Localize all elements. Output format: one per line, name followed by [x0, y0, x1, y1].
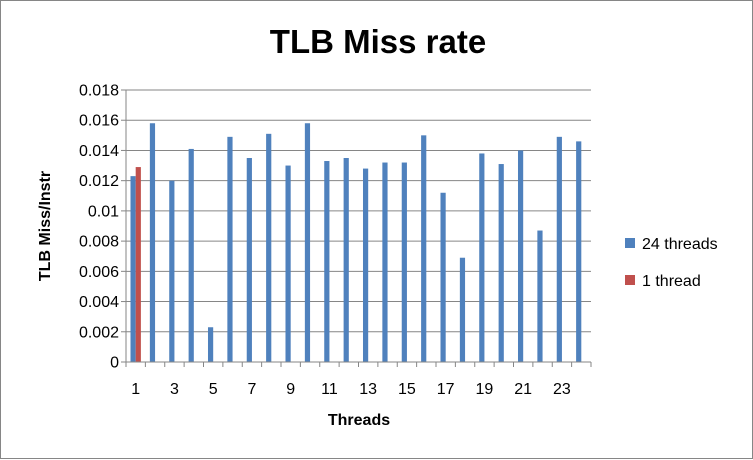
legend-swatch — [625, 238, 635, 248]
x-tick-label: 23 — [553, 381, 571, 398]
x-tick-label: 21 — [514, 381, 532, 398]
bar-24-threads-19 — [479, 153, 485, 362]
bar-24-threads-24 — [576, 141, 582, 362]
x-tick-label: 15 — [398, 381, 416, 398]
grid-lines — [126, 89, 591, 333]
bar-24-threads-15 — [401, 162, 407, 362]
bar-24-threads-18 — [459, 257, 466, 362]
x-axis-title: Threads — [328, 412, 390, 429]
x-tick-label: 5 — [209, 381, 218, 398]
y-tick-label: 0.018 — [79, 83, 119, 100]
bar-24-threads-2 — [149, 123, 156, 362]
bar-24-threads-12 — [343, 158, 349, 362]
x-tick-label: 1 — [131, 381, 140, 398]
y-tick-label: 0.016 — [79, 113, 119, 130]
bar-24-threads-1 — [130, 176, 136, 362]
bar-24-threads-10 — [304, 123, 311, 362]
bar-24-threads-13 — [362, 168, 369, 362]
bar-24-threads-21 — [517, 150, 524, 362]
bar-24-threads-22 — [537, 230, 543, 362]
x-tick-label: 3 — [170, 381, 179, 398]
y-tick-label: 0.01 — [88, 203, 119, 220]
legend-label: 1 thread — [642, 273, 701, 290]
bar-24-threads-8 — [266, 133, 272, 362]
bar-24-threads-14 — [382, 162, 388, 362]
legend: 24 threads 1 thread — [625, 236, 718, 290]
x-tick-label: 19 — [476, 381, 494, 398]
y-tick-label: 0 — [110, 355, 119, 372]
bar-24-threads-20 — [498, 164, 504, 362]
bar-24-threads-5 — [207, 327, 214, 362]
bar-24-threads-9 — [285, 165, 291, 362]
axes — [121, 89, 592, 367]
legend-label: 24 threads — [642, 236, 718, 253]
bar-24-threads-7 — [246, 158, 252, 362]
y-tick-label: 0.008 — [79, 234, 119, 251]
bar-24-threads-3 — [169, 180, 175, 362]
x-tick-labels: 1 3 5 7 9 11 13 15 17 19 21 23 — [131, 381, 571, 398]
x-tick-label: 9 — [286, 381, 295, 398]
bar-24-threads-6 — [227, 136, 233, 362]
bar-24-threads-23 — [556, 136, 562, 362]
x-tick-label: 11 — [321, 381, 338, 398]
bars — [130, 123, 582, 362]
bar-24-threads-4 — [188, 148, 194, 362]
bar-24-threads-17 — [440, 192, 446, 362]
chart-title: TLB Miss rate — [270, 23, 486, 60]
y-tick-label: 0.002 — [79, 324, 119, 341]
y-tick-label: 0.012 — [79, 173, 119, 190]
y-tick-label: 0.014 — [79, 143, 119, 160]
bar-24-threads-11 — [324, 161, 330, 362]
x-tick-label: 7 — [247, 381, 256, 398]
y-tick-label: 0.006 — [79, 264, 119, 281]
y-tick-labels: 0 0.002 0.004 0.006 0.008 0.01 0.012 0.014 0.016… — [79, 83, 119, 372]
legend-swatch — [625, 275, 635, 285]
bar-24-threads-16 — [421, 135, 427, 362]
bar-1-thread-1 — [135, 167, 141, 362]
y-axis-title: TLB Miss/Instr — [37, 171, 54, 281]
x-tick-label: 17 — [437, 381, 455, 398]
x-tick-label: 13 — [359, 381, 377, 398]
y-tick-label: 0.004 — [79, 294, 119, 311]
